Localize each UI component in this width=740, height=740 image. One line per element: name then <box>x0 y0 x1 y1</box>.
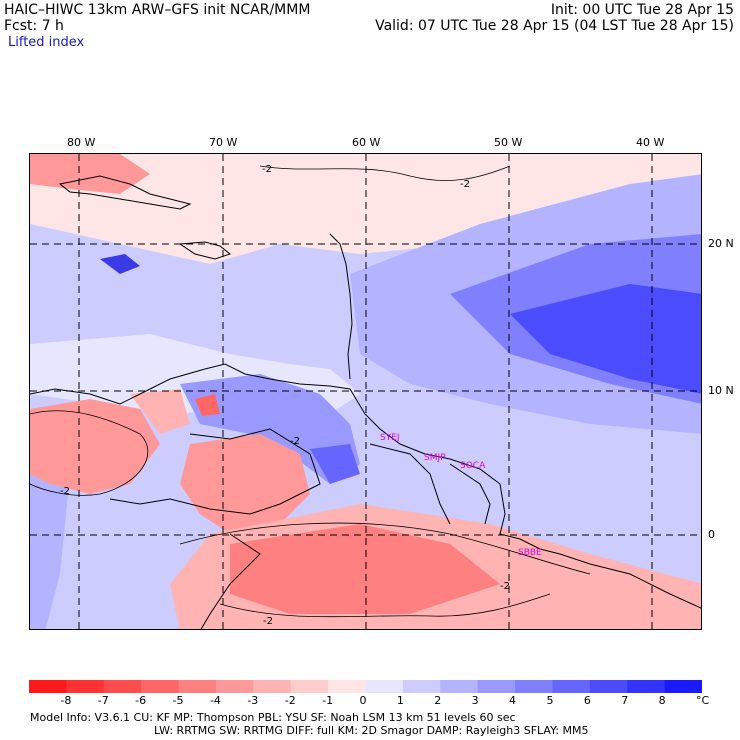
colorbar-swatch <box>215 680 254 693</box>
model-title: HAIC–HIWC 13km ARW–GFS init NCAR/MMM <box>4 2 311 18</box>
colorbar-swatch <box>365 680 404 693</box>
colorbar-tick-label: 8 <box>658 694 666 707</box>
colorbar-swatch <box>440 680 479 693</box>
lifted-index-map: -2 -2 -2 -2 -2 -2 SYEJ SMJP SOCA SBBE <box>29 153 702 630</box>
graticule <box>30 154 701 629</box>
contours <box>30 165 591 618</box>
colorbar-tick-label: 0 <box>359 694 367 707</box>
colorbar-tick-label: -8 <box>60 694 72 707</box>
colorbar-swatch <box>589 680 628 693</box>
field-red-coast <box>130 389 190 434</box>
lon-label-60w: 60 W <box>352 136 381 149</box>
colorbar-unit: °C <box>696 694 710 707</box>
colorbar-tick-label: 1 <box>396 694 404 707</box>
contour-label: -2 <box>60 486 70 497</box>
station-label-smjp: SMJP <box>424 453 446 463</box>
colorbar-tick-label: -3 <box>247 694 259 707</box>
field-red-amazon-core <box>230 524 500 614</box>
lat-label-20n: 20 N <box>708 237 734 250</box>
field-red-cell <box>195 394 220 416</box>
colorbar-tick-label: -1 <box>322 694 334 707</box>
field-light-north <box>30 154 701 264</box>
contour-label-group: -2 -2 -2 -2 -2 -2 <box>60 164 510 627</box>
field-blue-cell-1 <box>100 254 140 274</box>
lon-label-40w: 40 W <box>636 136 665 149</box>
colorbar-tick-label: -7 <box>97 694 109 707</box>
colorbar-swatch <box>477 680 516 693</box>
colorbar-swatch <box>664 680 702 693</box>
colorbar-tick-label: 5 <box>546 694 554 707</box>
model-info-line2: LW: RRTMG SW: RRTMG DIFF: full KM: 2D Sm… <box>154 724 589 737</box>
lat-label-10n: 10 N <box>708 384 734 397</box>
colorbar <box>29 680 702 693</box>
contour-label: -2 <box>460 179 470 190</box>
field-red-panama <box>30 399 160 494</box>
lat-label-0: 0 <box>708 528 715 541</box>
field-blue-cell-2 <box>310 444 360 484</box>
valid-time: Valid: 07 UTC Tue 28 Apr 15 (04 LST Tue … <box>375 18 734 34</box>
contour-label: -2 <box>290 436 300 447</box>
init-time: Init: 00 UTC Tue 28 Apr 15 <box>550 2 734 18</box>
field-blue-core <box>510 284 701 394</box>
colorbar-swatch <box>627 680 666 693</box>
field-name: Lifted index <box>8 35 85 50</box>
colorbar-swatch <box>328 680 366 693</box>
contour-label: -2 <box>263 616 273 627</box>
colorbar-swatch <box>515 680 553 693</box>
map-canvas: -2 -2 -2 -2 -2 -2 SYEJ SMJP SOCA SBBE <box>30 154 701 629</box>
colorbar-swatch <box>103 680 142 693</box>
colorbar-swatch <box>253 680 292 693</box>
colorbar-tick-label: 7 <box>621 694 629 707</box>
colorbar-tick-label: -4 <box>209 694 221 707</box>
lon-label-70w: 70 W <box>209 136 238 149</box>
colorbar-swatch <box>402 680 441 693</box>
contour-label: -2 <box>262 164 272 175</box>
colorbar-tick-label: 4 <box>509 694 517 707</box>
station-label-soca: SOCA <box>460 461 486 471</box>
colorbar-tick-label: 3 <box>471 694 479 707</box>
coastlines <box>30 175 701 629</box>
colorbar-tick-label: 2 <box>434 694 442 707</box>
model-info-line1: Model Info: V3.6.1 CU: KF MP: Thompson P… <box>30 711 516 724</box>
station-label-syej: SYEJ <box>380 433 400 443</box>
colorbar-swatch <box>552 680 591 693</box>
colorbar-tick-label: 6 <box>583 694 591 707</box>
forecast-hour: Fcst: 7 h <box>4 18 64 34</box>
colorbar-tick-label: -5 <box>172 694 184 707</box>
colorbar-swatch <box>178 680 217 693</box>
colorbar-swatch <box>290 680 329 693</box>
colorbar-swatch <box>66 680 105 693</box>
colorbar-tick-label: -6 <box>135 694 147 707</box>
lon-label-80w: 80 W <box>67 136 96 149</box>
lon-label-50w: 50 W <box>494 136 523 149</box>
colorbar-swatch <box>29 680 67 693</box>
colorbar-swatch <box>141 680 180 693</box>
contour-label: -2 <box>500 581 510 592</box>
station-label-sbbe: SBBE <box>518 548 542 558</box>
colorbar-tick-label: -2 <box>284 694 296 707</box>
